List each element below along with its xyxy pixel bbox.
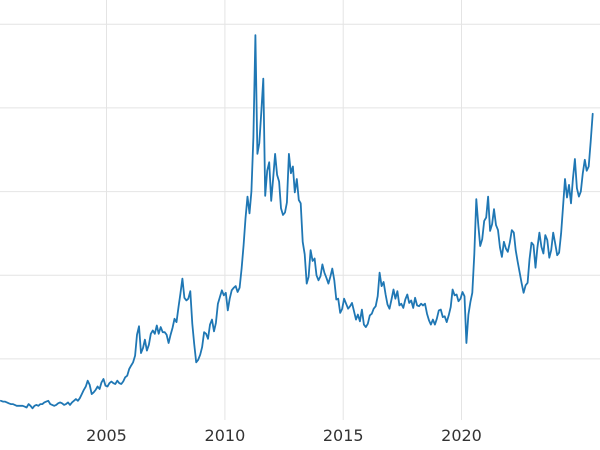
x-tick-label-2015: 2015: [323, 426, 364, 445]
gridlines: [0, 0, 600, 420]
price-line: [0, 34, 594, 410]
plot-area: [0, 34, 594, 410]
x-axis-tick-labels: 2005 2010 2015 2020: [86, 426, 482, 445]
x-tick-label-2010: 2010: [205, 426, 246, 445]
x-tick-label-2005: 2005: [86, 426, 127, 445]
x-tick-label-2020: 2020: [441, 426, 482, 445]
